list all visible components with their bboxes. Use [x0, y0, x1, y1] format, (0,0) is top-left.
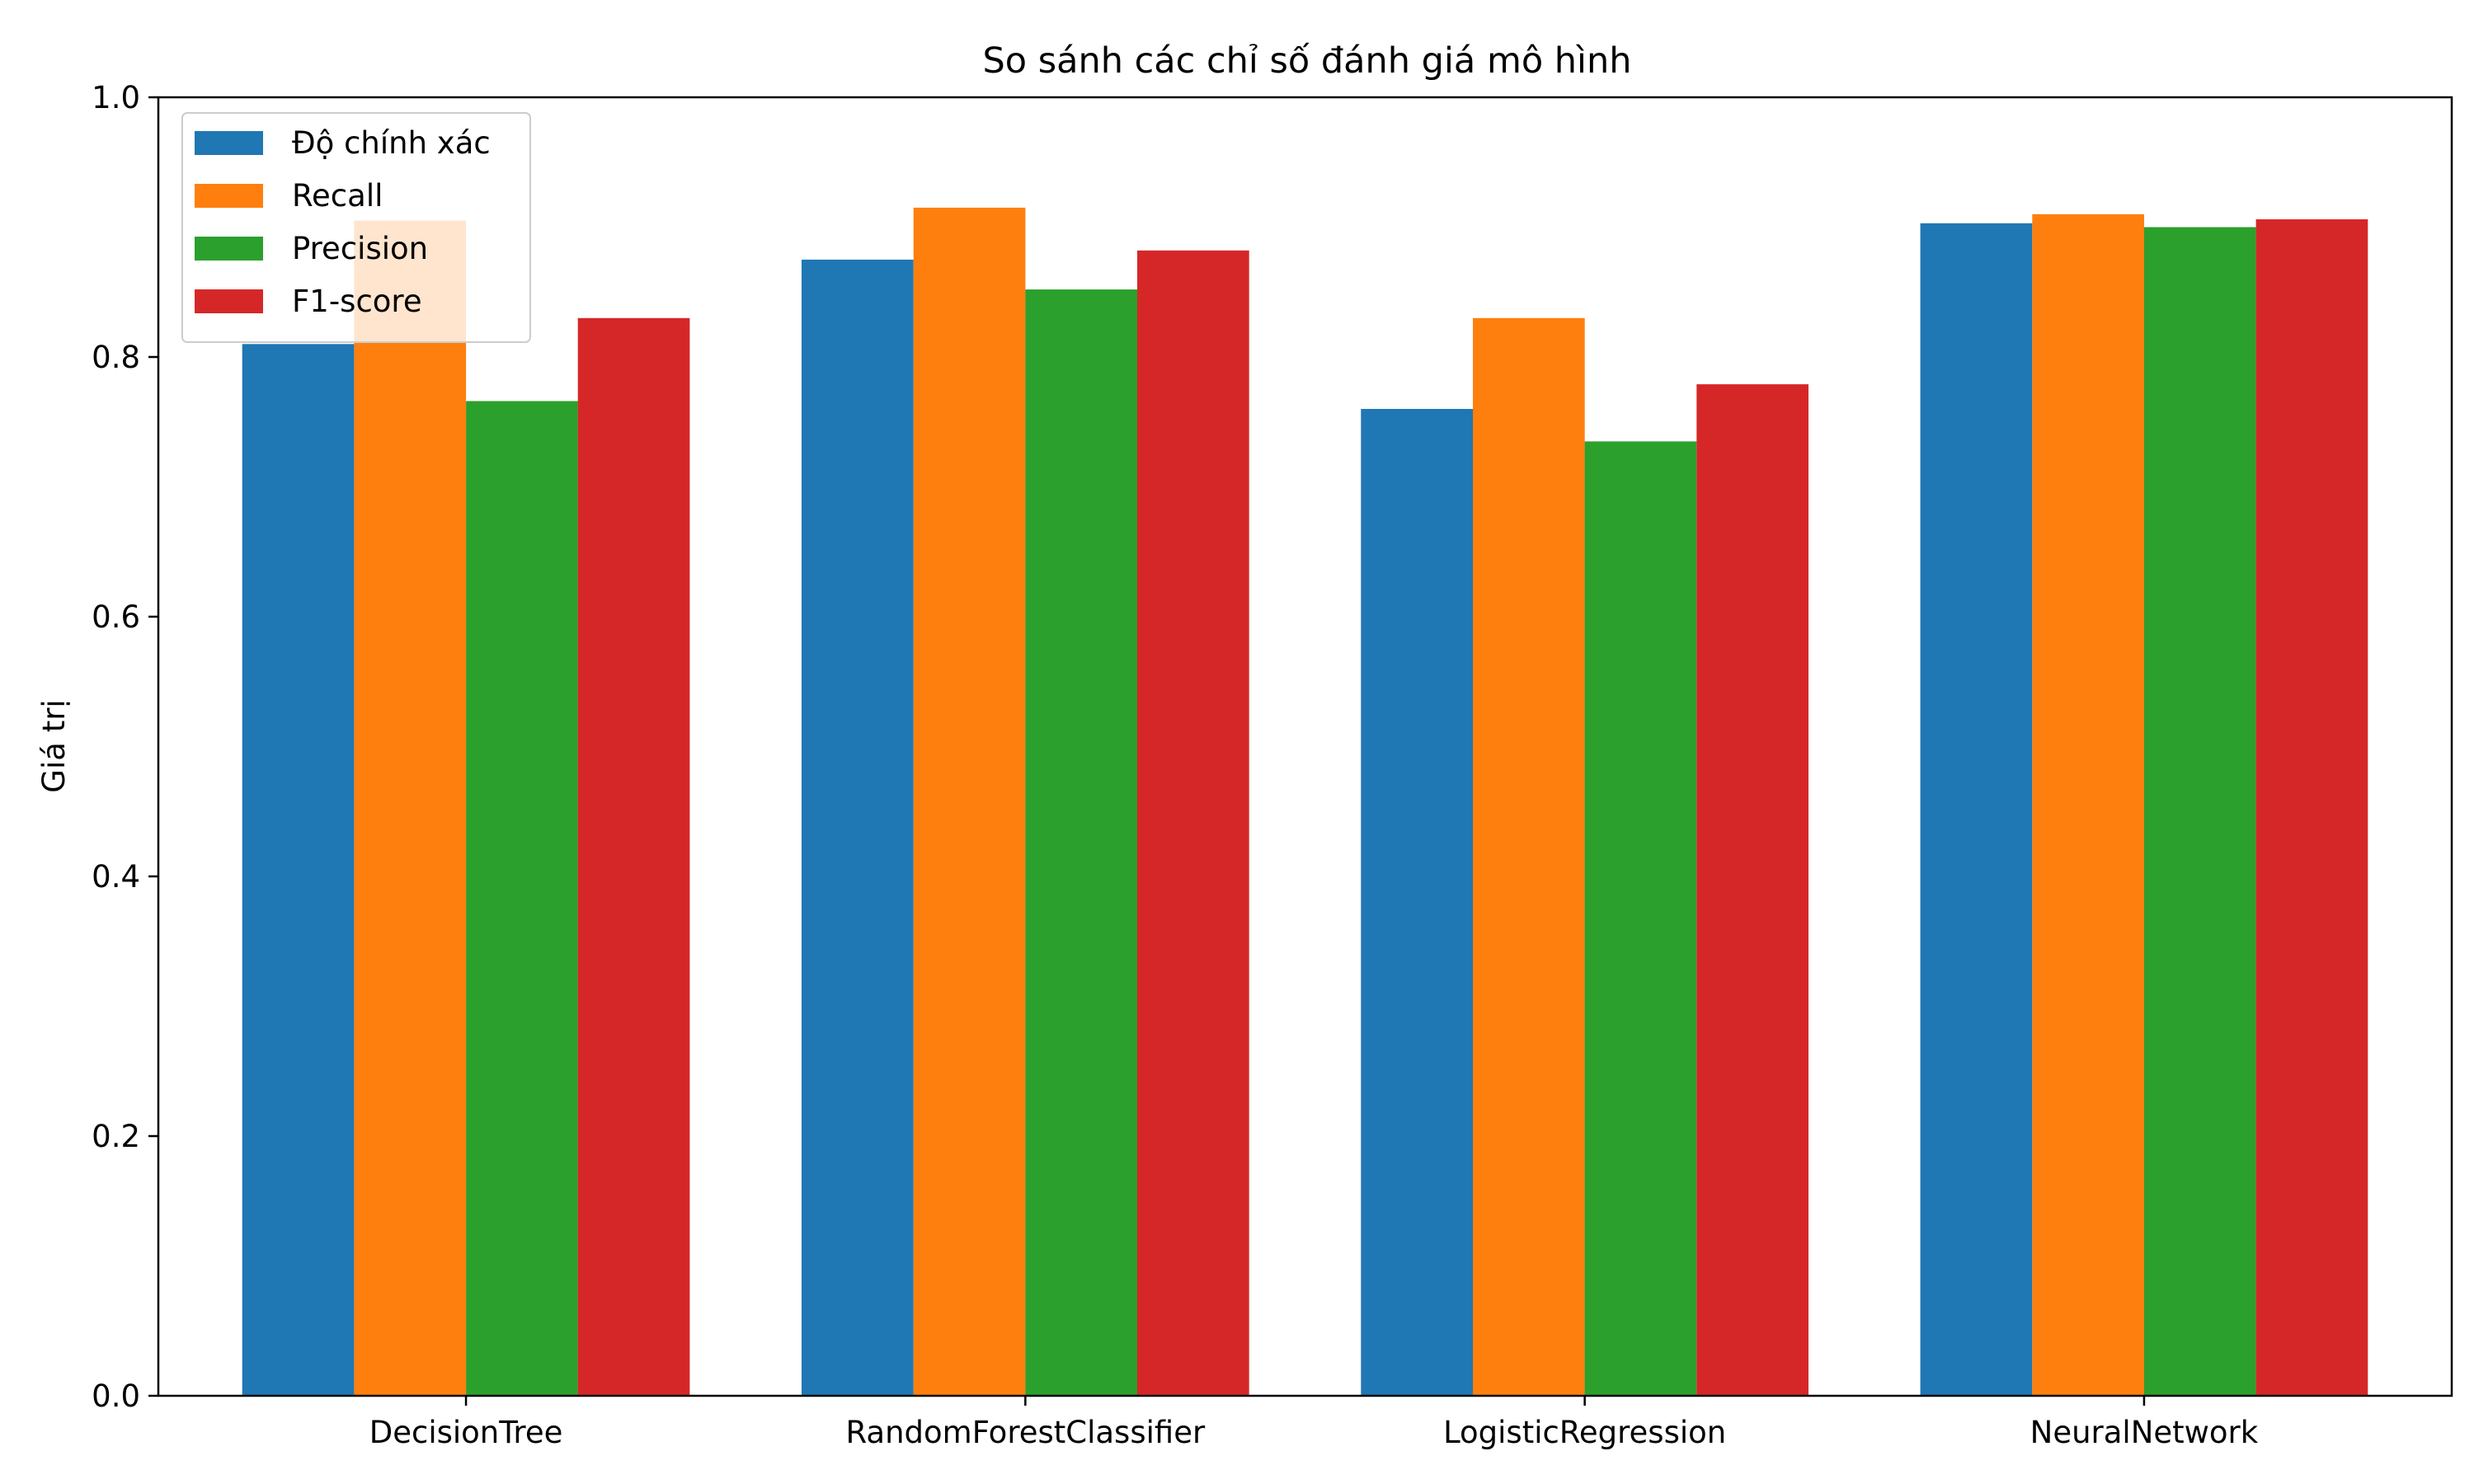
- y-tick-label: 0.8: [92, 340, 140, 375]
- bar-neuralnetwork-3: [2143, 227, 2256, 1396]
- legend-swatch: [195, 131, 263, 155]
- y-tick-label: 0.4: [92, 859, 140, 895]
- legend-label: Độ chính xác: [292, 125, 491, 161]
- bar-decisiontree-3: [466, 401, 578, 1396]
- bars-layer: [242, 207, 2368, 1397]
- bar-logisticregression-1: [1361, 409, 1473, 1396]
- bar-randomforestclassifier-1: [802, 259, 914, 1396]
- y-tick-label: 0.0: [92, 1378, 140, 1414]
- bar-decisiontree-4: [577, 317, 690, 1397]
- bar-randomforestclassifier-2: [913, 207, 1026, 1396]
- x-tick-label: NeuralNetwork: [2030, 1415, 2259, 1450]
- legend-label: F1-score: [292, 284, 422, 319]
- plot-frame: [157, 96, 2453, 1397]
- bar-neuralnetwork-4: [2255, 219, 2368, 1396]
- bar-neuralnetwork-2: [2032, 214, 2144, 1397]
- x-tick-label: DecisionTree: [369, 1415, 563, 1450]
- x-axis: DecisionTree RandomForestClassifier Logist…: [369, 1396, 2259, 1450]
- y-tick-label: 0.2: [92, 1119, 140, 1154]
- x-tick-label: LogisticRegression: [1443, 1415, 1726, 1450]
- chart-title: So sánh các chỉ số đánh giá mô hình: [982, 40, 1631, 82]
- legend-swatch: [195, 184, 263, 208]
- bar-decisiontree-1: [242, 344, 355, 1397]
- legend-box: [181, 112, 531, 343]
- bar-randomforestclassifier-3: [1025, 289, 1138, 1397]
- bar-neuralnetwork-1: [1920, 223, 2033, 1396]
- y-axis-label: Giá trị: [36, 699, 72, 792]
- legend-label: Precision: [292, 231, 428, 266]
- y-tick-label: 1.0: [92, 80, 140, 115]
- legend-swatch: [195, 289, 263, 313]
- y-tick-label: 0.6: [92, 599, 140, 635]
- legend-swatch: [195, 237, 263, 261]
- y-axis: 0.0 0.2 0.4 0.6 0.8 1.0: [92, 80, 158, 1414]
- legend: Độ chính xác Recall Precision F1-score: [181, 112, 531, 343]
- x-tick-label: RandomForestClassifier: [846, 1415, 1206, 1450]
- bar-decisiontree-2: [354, 220, 467, 1397]
- bar-logisticregression-4: [1696, 384, 1808, 1397]
- bar-logisticregression-2: [1473, 317, 1585, 1397]
- bar-randomforestclassifier-4: [1137, 250, 1249, 1396]
- legend-label: Recall: [292, 178, 383, 214]
- bar-logisticregression-3: [1584, 441, 1697, 1396]
